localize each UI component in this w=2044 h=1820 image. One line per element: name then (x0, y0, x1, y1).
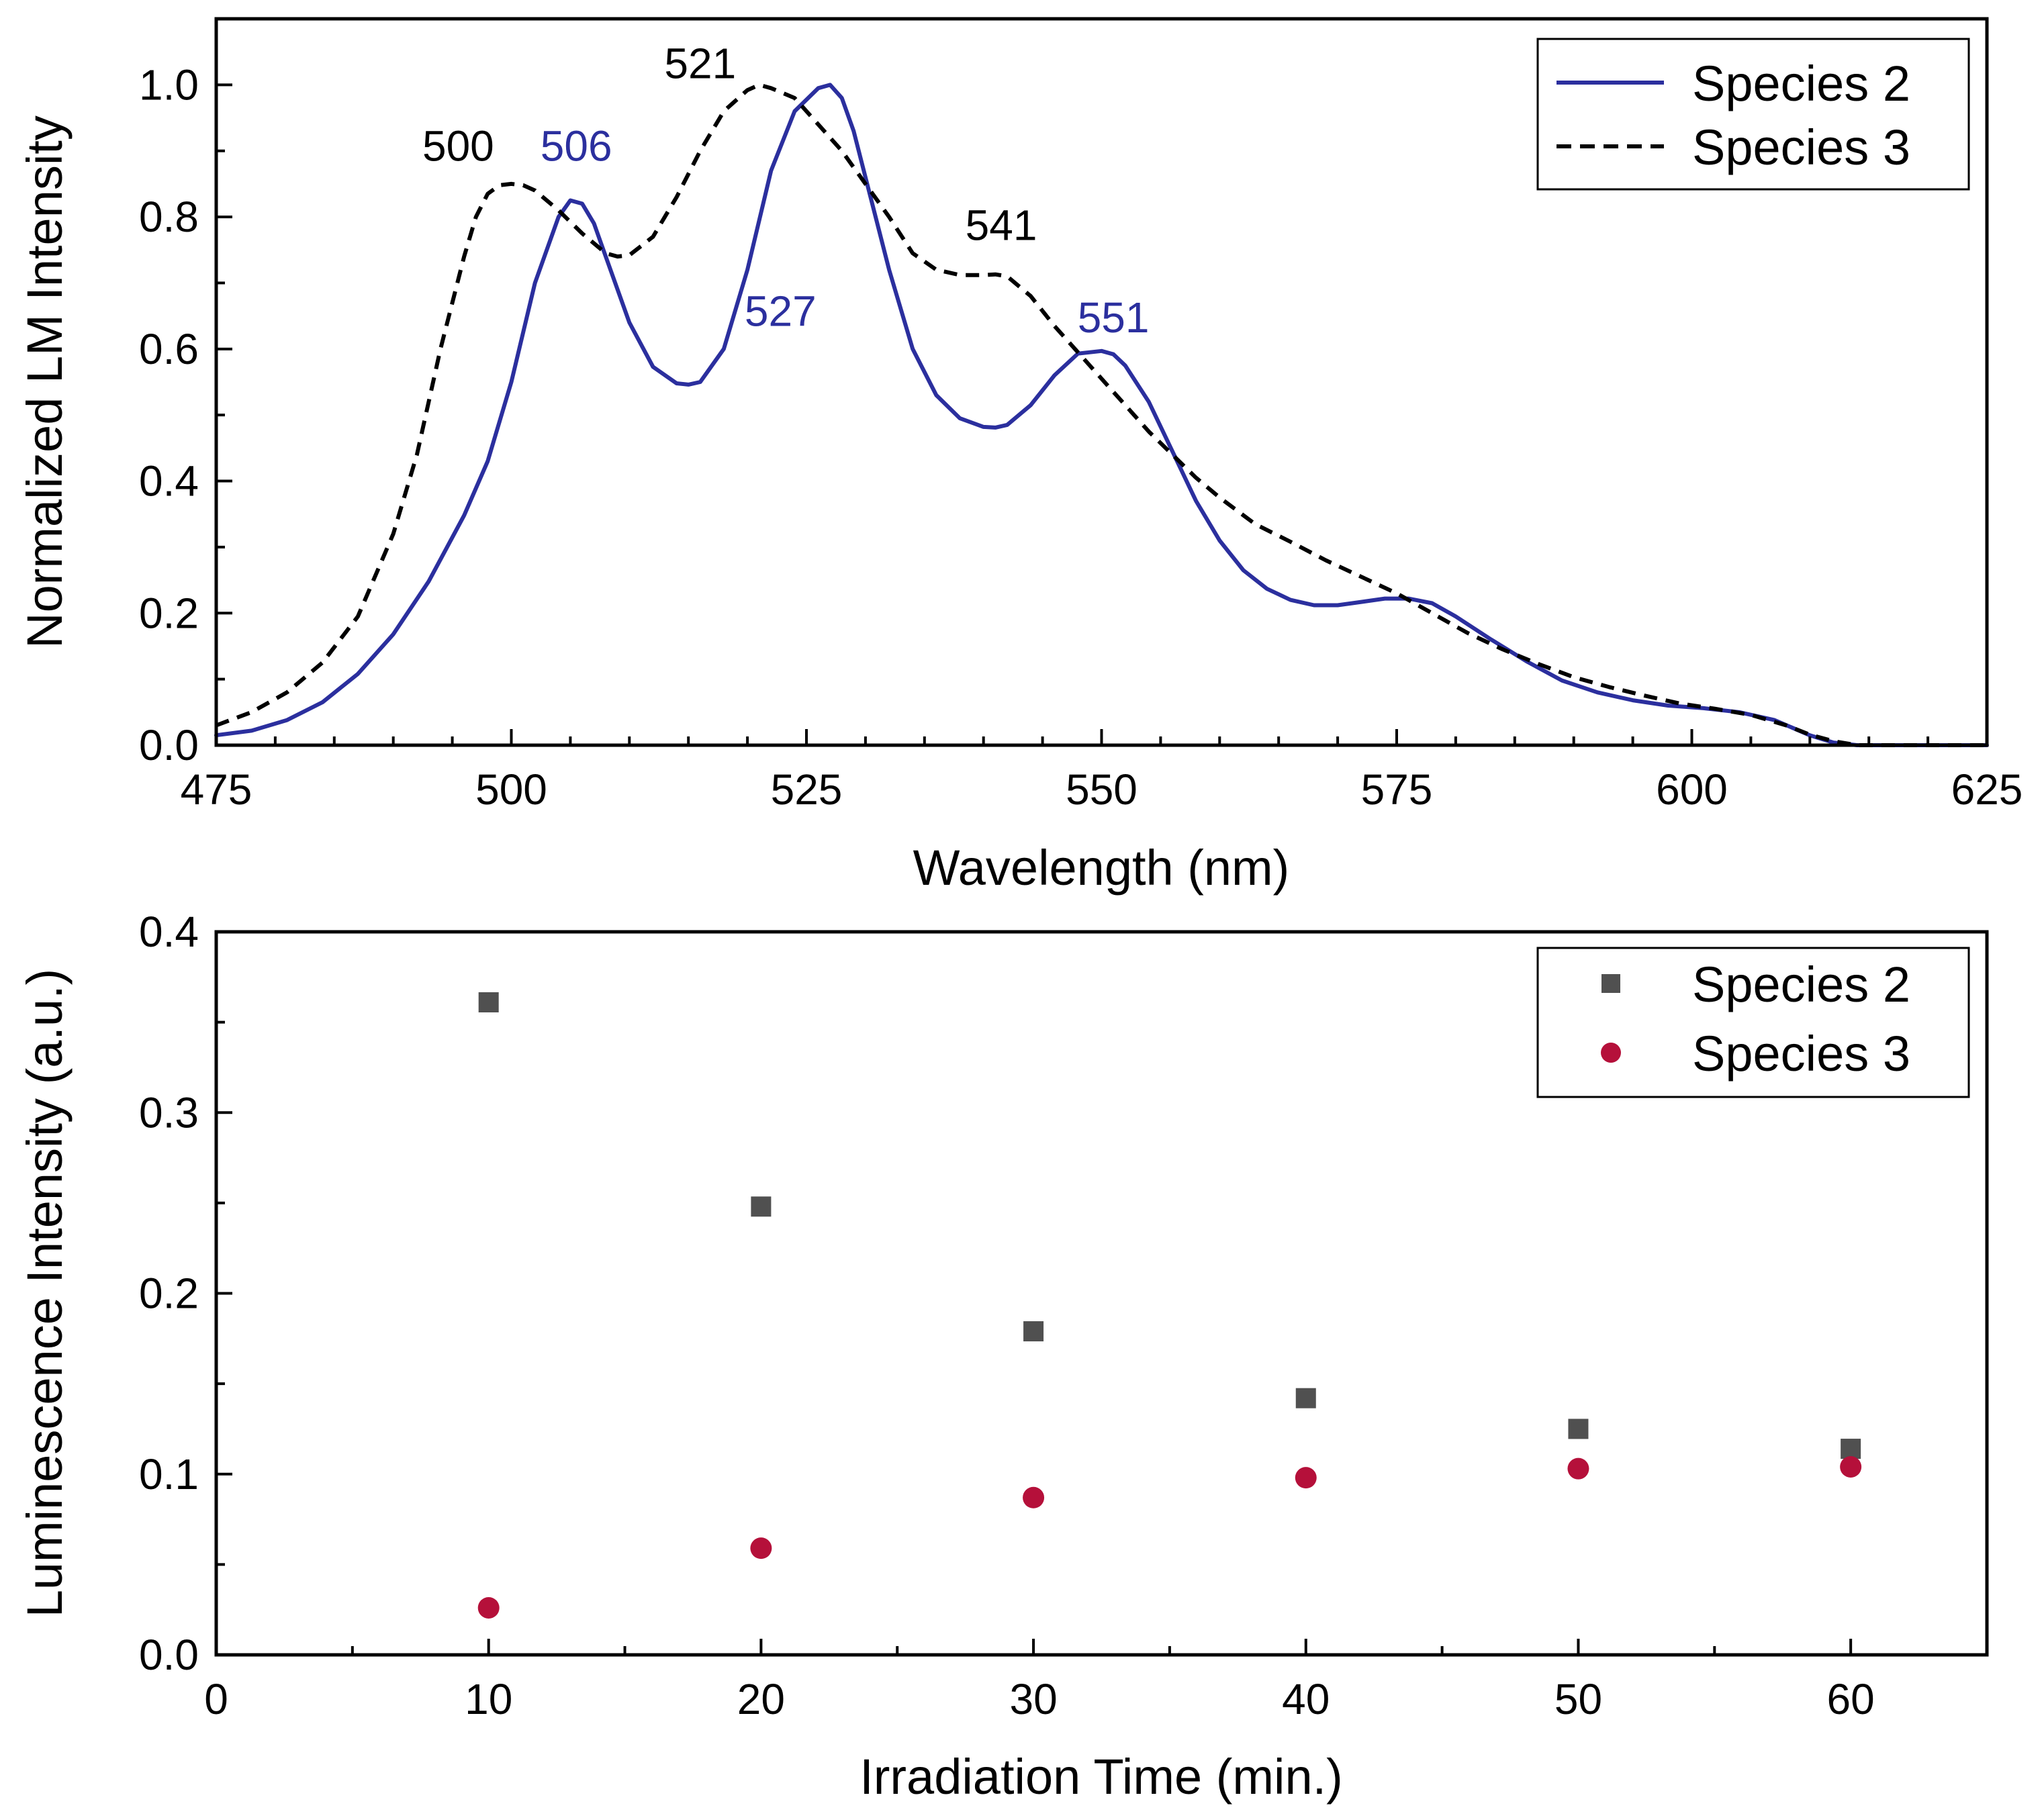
y-tick-label: 0.4 (139, 908, 199, 956)
data-point-species-2 (751, 1196, 772, 1217)
x-tick-label: 20 (737, 1675, 785, 1723)
spectrum-marks (214, 83, 1989, 747)
y-tick-label: 0.8 (139, 193, 199, 241)
spectrum-legend: Species 2 Species 3 (1536, 38, 1970, 191)
decay-x-axis-title: Irradiation Time (min.) (860, 1749, 1343, 1805)
data-point-species-3 (1023, 1486, 1045, 1508)
data-point-species-3 (1567, 1457, 1589, 1480)
data-point-species-3 (1840, 1455, 1862, 1478)
x-tick-label: 625 (1951, 765, 2023, 814)
y-tick-label: 0.2 (139, 589, 199, 637)
y-tick-label: 1.0 (139, 60, 199, 109)
decay-marks (477, 992, 1862, 1619)
spectrum-legend-label-species-2: Species 2 (1692, 56, 1910, 111)
spectrum-x-axis-title: Wavelength (nm) (913, 840, 1290, 896)
spectrum-y-axis-title: Normalized LM Intensity (17, 115, 73, 649)
decay-y-axis-title: Luminescence Intensity (a.u.) (17, 969, 73, 1618)
data-point-species-2 (478, 992, 499, 1013)
data-point-species-2 (1841, 1439, 1861, 1459)
x-tick-label: 500 (475, 765, 547, 814)
spectrum-legend-label-species-3: Species 3 (1692, 119, 1910, 175)
decay-legend-box (1536, 947, 1970, 1098)
peak-label: 527 (745, 287, 817, 335)
decay-legend-label-species-3: Species 3 (1692, 1026, 1910, 1082)
y-tick-label: 0.4 (139, 457, 199, 506)
x-tick-label: 10 (465, 1675, 512, 1723)
spectrum-peak-labels: 500 506 521 527 541 551 (422, 40, 1149, 342)
series-line-species-3 (215, 83, 1987, 747)
x-tick-label: 60 (1827, 1675, 1875, 1723)
x-tick-label: 30 (1009, 1675, 1057, 1723)
y-tick-label: 0.6 (139, 325, 199, 373)
y-tick-label: 0.0 (139, 1631, 199, 1679)
x-tick-label: 600 (1656, 765, 1728, 814)
data-point-species-3 (1295, 1467, 1317, 1489)
peak-label: 521 (664, 40, 736, 88)
series-line-species-2 (214, 83, 1989, 747)
decay-legend-marker-species-3 (1601, 1043, 1621, 1063)
spectrum-ticks: 475 500 525 550 575 600 625 0.0 0.2 0.4 0.6 0.8 1.0 (139, 60, 2023, 814)
x-tick-label: 550 (1066, 765, 1137, 814)
data-point-species-2 (1295, 1388, 1316, 1408)
x-tick-label: 40 (1282, 1675, 1330, 1723)
y-tick-label: 0.1 (139, 1450, 199, 1498)
decay-ticks: 0 10 20 30 40 50 60 0.0 0.1 0.2 0.3 0.4 (139, 908, 1875, 1723)
x-tick-label: 0 (204, 1675, 228, 1723)
y-tick-label: 0.0 (139, 721, 199, 769)
decay-legend-label-species-2: Species 2 (1692, 957, 1910, 1012)
peak-label: 541 (966, 201, 1037, 250)
peak-label: 500 (422, 122, 494, 170)
x-tick-label: 475 (181, 765, 252, 814)
x-tick-label: 525 (771, 765, 843, 814)
peak-label: 506 (541, 122, 612, 170)
y-tick-label: 0.3 (139, 1088, 199, 1137)
y-tick-label: 0.2 (139, 1270, 199, 1318)
data-point-species-3 (750, 1537, 772, 1560)
x-tick-label: 50 (1554, 1675, 1602, 1723)
data-point-species-3 (477, 1596, 500, 1619)
decay-legend: Species 2 Species 3 (1536, 947, 1970, 1098)
data-point-species-2 (1023, 1321, 1044, 1342)
peak-label: 551 (1078, 293, 1150, 342)
decay-legend-marker-species-2 (1601, 974, 1620, 993)
spectrum-legend-box (1536, 38, 1970, 191)
spectrum-panel: 475 500 525 550 575 600 6250.00.20.40.60.81.0 … (17, 17, 2023, 896)
data-point-species-2 (1568, 1419, 1589, 1439)
x-tick-label: 575 (1361, 765, 1433, 814)
decay-panel: 0 10 20 30 40 50 60 0.0 0.1 0.2 0.3 0.4 Irradiation… (17, 908, 1989, 1805)
